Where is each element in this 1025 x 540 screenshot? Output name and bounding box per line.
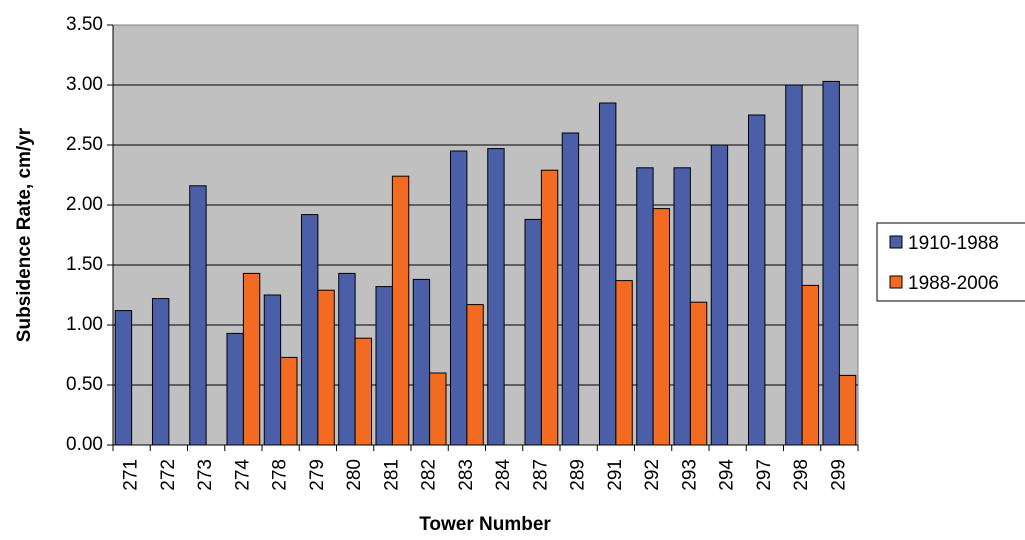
x-tick-label: 274	[232, 459, 253, 491]
bar-1910-1988-284	[487, 148, 505, 446]
x-tick-label: 297	[754, 459, 775, 491]
bar-1910-1988-283	[449, 150, 468, 446]
bar-1988-2006-299	[838, 374, 857, 446]
x-tick-label: 278	[270, 459, 291, 491]
y-tick-label: 1.00	[66, 314, 103, 335]
bar-1988-2006-287	[540, 169, 559, 446]
x-tick-label: 292	[642, 459, 663, 491]
y-tick-label: 2.00	[66, 194, 103, 215]
y-tick-label: 2.50	[66, 134, 103, 155]
y-axis-ticks: 0.00 0.50 1.00 1.50 2.00 2.50 3.00 3.50	[66, 14, 113, 455]
gridlines	[113, 84, 858, 386]
bar-1988-2006-278	[280, 356, 298, 446]
bar-1910-1988-274	[226, 332, 244, 446]
x-tick-label: 291	[605, 459, 626, 491]
x-tick-label: 271	[121, 459, 142, 491]
bar-1910-1988-299	[822, 80, 840, 446]
y-tick-label: 0.00	[66, 434, 103, 455]
x-tick-label: 284	[493, 459, 514, 491]
x-tick-label: 282	[419, 459, 440, 491]
y-tick-label: 1.50	[66, 254, 103, 275]
bar-1988-2006-281	[391, 175, 410, 446]
bar-1910-1988-279	[300, 214, 319, 446]
bar-1910-1988-289	[561, 132, 580, 446]
bar-1910-1988-273	[189, 185, 207, 446]
bar-1988-2006-291	[615, 280, 633, 446]
bar-1910-1988-282	[412, 278, 431, 446]
bar-1988-2006-283	[466, 304, 484, 446]
bar-1988-2006-292	[652, 208, 671, 446]
bar-1910-1988-292	[636, 167, 654, 446]
bar-1910-1988-291	[598, 102, 617, 446]
legend-label-1910-1988: 1910-1988	[908, 233, 999, 254]
bar-1910-1988-271	[114, 310, 133, 446]
plot-area	[112, 24, 859, 446]
x-tick-label: 287	[530, 459, 551, 491]
bar-1910-1988-272	[151, 298, 170, 446]
legend-swatch-1988-2006	[889, 275, 903, 289]
x-axis-title: Tower Number	[419, 514, 551, 535]
bar-1910-1988-297	[747, 114, 766, 446]
bar-1910-1988-287	[524, 218, 542, 446]
bar-1988-2006-293	[689, 301, 708, 446]
x-tick-label: 279	[307, 459, 328, 491]
y-tick-label: 0.50	[66, 374, 103, 395]
x-tick-label: 273	[195, 459, 216, 491]
y-tick-label: 3.50	[66, 14, 103, 35]
y-tick-label: 3.00	[66, 74, 103, 95]
x-tick-label: 293	[679, 459, 700, 491]
x-tick-label: 289	[568, 459, 589, 491]
bar-1910-1988-293	[673, 167, 691, 446]
x-tick-label: 294	[717, 459, 738, 491]
x-tick-label: 298	[791, 459, 812, 491]
x-tick-label: 299	[828, 459, 849, 491]
legend-label-1988-2006: 1988-2006	[908, 273, 999, 294]
bar-1910-1988-294	[710, 144, 729, 446]
x-axis-ticks: 271 272 273 274 278 279 280 281 282 283 284 287 289 2…	[112, 445, 859, 491]
bar-1988-2006-282	[429, 372, 447, 446]
x-tick-label: 281	[381, 459, 402, 491]
bar-1988-2006-279	[317, 289, 335, 446]
y-axis-title: Subsidence Rate, cm/yr	[14, 127, 35, 342]
x-tick-label: 272	[158, 459, 179, 491]
bar-1988-2006-274	[242, 272, 261, 446]
bar-1910-1988-278	[263, 294, 282, 446]
x-tick-label: 283	[456, 459, 477, 491]
legend: 1910-1988 1988-2006	[876, 222, 1025, 302]
bar-1910-1988-298	[785, 84, 803, 446]
bar-1988-2006-280	[354, 337, 373, 446]
x-tick-label: 280	[344, 459, 365, 491]
bar-1988-2006-298	[801, 284, 820, 446]
bar-1910-1988-281	[375, 286, 393, 446]
legend-swatch-1910-1988	[889, 235, 903, 249]
bar-1910-1988-280	[338, 272, 356, 446]
